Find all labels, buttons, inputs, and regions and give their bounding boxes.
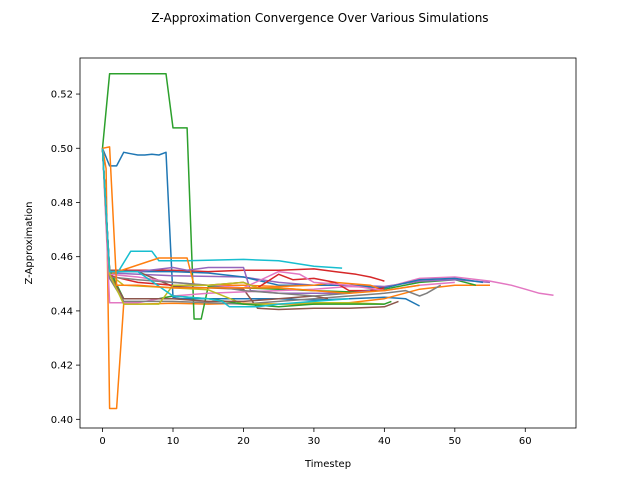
x-tick-label: 30	[308, 436, 321, 447]
x-tick-label: 0	[99, 436, 105, 447]
series-line-12	[101, 148, 385, 292]
y-axis-label: Z-Approximation	[24, 201, 35, 284]
series-line-20	[101, 148, 350, 308]
x-tick-label: 40	[378, 436, 391, 447]
x-axis-ticks: 0 10 20 30 40 50 60	[99, 428, 532, 447]
y-tick-label: 0.42	[51, 361, 73, 372]
series-line-16	[101, 148, 329, 303]
series-line-21	[102, 146, 420, 295]
y-tick-label: 0.40	[51, 415, 73, 426]
y-tick-label: 0.46	[51, 252, 73, 263]
chart-title: Z-Approximation Convergence Over Various…	[151, 11, 488, 25]
y-tick-label: 0.44	[51, 306, 73, 317]
series-line-4	[101, 148, 385, 282]
x-tick-label: 20	[237, 436, 250, 447]
plot-frame	[79, 57, 577, 429]
x-tick-label: 10	[167, 436, 180, 447]
y-axis-ticks: 0.40 0.42 0.44 0.46 0.48 0.50 0.52	[51, 90, 80, 426]
y-tick-label: 0.48	[51, 198, 73, 209]
y-tick-label: 0.52	[51, 90, 73, 101]
x-tick-label: 50	[448, 436, 461, 447]
series-line-14	[101, 148, 385, 292]
series-line-8	[101, 148, 442, 305]
x-axis-label: Timestep	[304, 459, 351, 470]
x-tick-label: 60	[519, 436, 532, 447]
series-layer	[101, 72, 554, 410]
y-tick-label: 0.50	[51, 144, 73, 155]
series-line-10	[101, 148, 343, 276]
